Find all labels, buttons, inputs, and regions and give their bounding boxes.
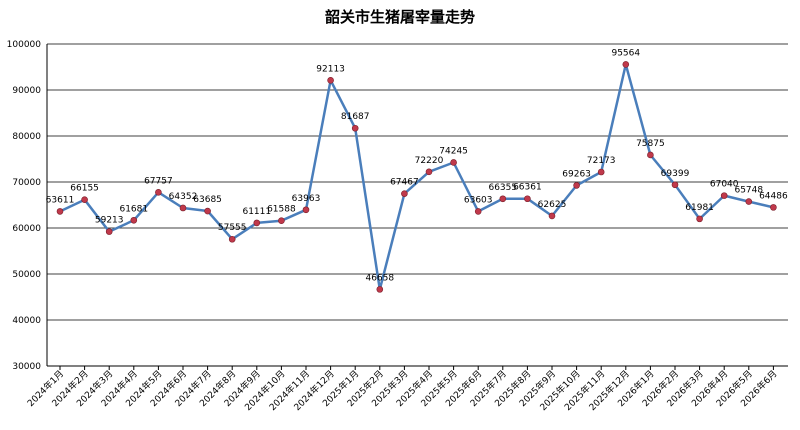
data-point bbox=[56, 208, 64, 215]
data-point bbox=[671, 181, 679, 189]
data-point bbox=[105, 228, 113, 235]
data-point bbox=[130, 216, 138, 224]
y-tick-label: 70000 bbox=[12, 178, 41, 188]
data-label: 69263 bbox=[562, 169, 591, 179]
data-label: 59213 bbox=[95, 216, 124, 226]
data-label: 74245 bbox=[439, 146, 468, 156]
data-label: 66155 bbox=[70, 184, 99, 194]
data-label: 72220 bbox=[415, 156, 444, 166]
data-label: 46658 bbox=[365, 273, 394, 283]
data-label: 61981 bbox=[685, 203, 714, 213]
y-tick-label: 50000 bbox=[12, 270, 41, 280]
data-point bbox=[622, 61, 630, 68]
data-label: 63611 bbox=[46, 195, 75, 205]
data-label: 67040 bbox=[710, 180, 739, 190]
data-label: 61681 bbox=[119, 204, 148, 214]
data-label: 61111 bbox=[242, 207, 271, 217]
data-label: 65748 bbox=[734, 186, 763, 196]
data-point bbox=[179, 204, 187, 212]
data-label: 69399 bbox=[661, 169, 690, 179]
data-label: 62625 bbox=[538, 200, 567, 210]
data-label: 66355 bbox=[488, 183, 517, 193]
y-tick-label: 80000 bbox=[12, 132, 41, 142]
y-tick-label: 90000 bbox=[12, 86, 41, 96]
data-label: 61588 bbox=[267, 205, 296, 215]
data-point bbox=[401, 190, 408, 197]
data-point bbox=[597, 168, 605, 176]
data-point bbox=[474, 208, 482, 215]
y-axis: 30000 40000 50000 60000 70000 80000 90000 10000… bbox=[7, 40, 48, 372]
data-point bbox=[204, 207, 211, 215]
data-label: 66361 bbox=[513, 183, 542, 193]
data-point bbox=[376, 286, 384, 293]
y-tick-label: 100000 bbox=[7, 40, 42, 50]
data-point bbox=[228, 235, 236, 243]
data-point bbox=[450, 159, 457, 166]
data-label: 95564 bbox=[611, 48, 640, 58]
chart-title: 韶关市生猪屠宰量走势 bbox=[325, 8, 475, 26]
data-point bbox=[573, 182, 580, 189]
data-point bbox=[253, 219, 261, 227]
data-point bbox=[696, 215, 703, 223]
data-label: 57555 bbox=[218, 223, 247, 233]
data-markers bbox=[56, 61, 777, 293]
data-point bbox=[425, 168, 433, 176]
data-label: 72173 bbox=[587, 156, 616, 166]
data-point bbox=[278, 217, 285, 224]
y-tick-label: 30000 bbox=[12, 362, 41, 372]
data-point bbox=[524, 195, 531, 203]
data-label: 92113 bbox=[316, 64, 345, 74]
data-point bbox=[745, 198, 753, 205]
data-point bbox=[155, 189, 162, 196]
data-label: 81687 bbox=[341, 112, 370, 122]
data-point bbox=[499, 195, 507, 203]
data-label: 63685 bbox=[193, 195, 222, 205]
data-label: 67467 bbox=[390, 178, 419, 188]
x-axis: 2024年1月2024年2月2024年3月2024年4月2024年5月2024年… bbox=[25, 365, 788, 413]
data-label: 63963 bbox=[292, 194, 321, 204]
data-point bbox=[720, 192, 728, 199]
data-point bbox=[302, 206, 310, 214]
data-point bbox=[81, 196, 88, 203]
y-tick-label: 40000 bbox=[12, 316, 41, 326]
data-point bbox=[351, 124, 359, 132]
data-label: 75875 bbox=[636, 139, 665, 149]
y-tick-label: 60000 bbox=[12, 224, 41, 234]
data-label: 64486 bbox=[759, 191, 788, 201]
data-label: 67757 bbox=[144, 176, 173, 186]
data-label: 64352 bbox=[169, 192, 198, 202]
data-point bbox=[548, 212, 556, 220]
data-point bbox=[770, 204, 777, 211]
data-point bbox=[327, 76, 334, 84]
gridlines bbox=[47, 43, 788, 367]
data-label: 63603 bbox=[464, 195, 493, 205]
data-point bbox=[647, 151, 654, 159]
series-line bbox=[59, 63, 774, 291]
